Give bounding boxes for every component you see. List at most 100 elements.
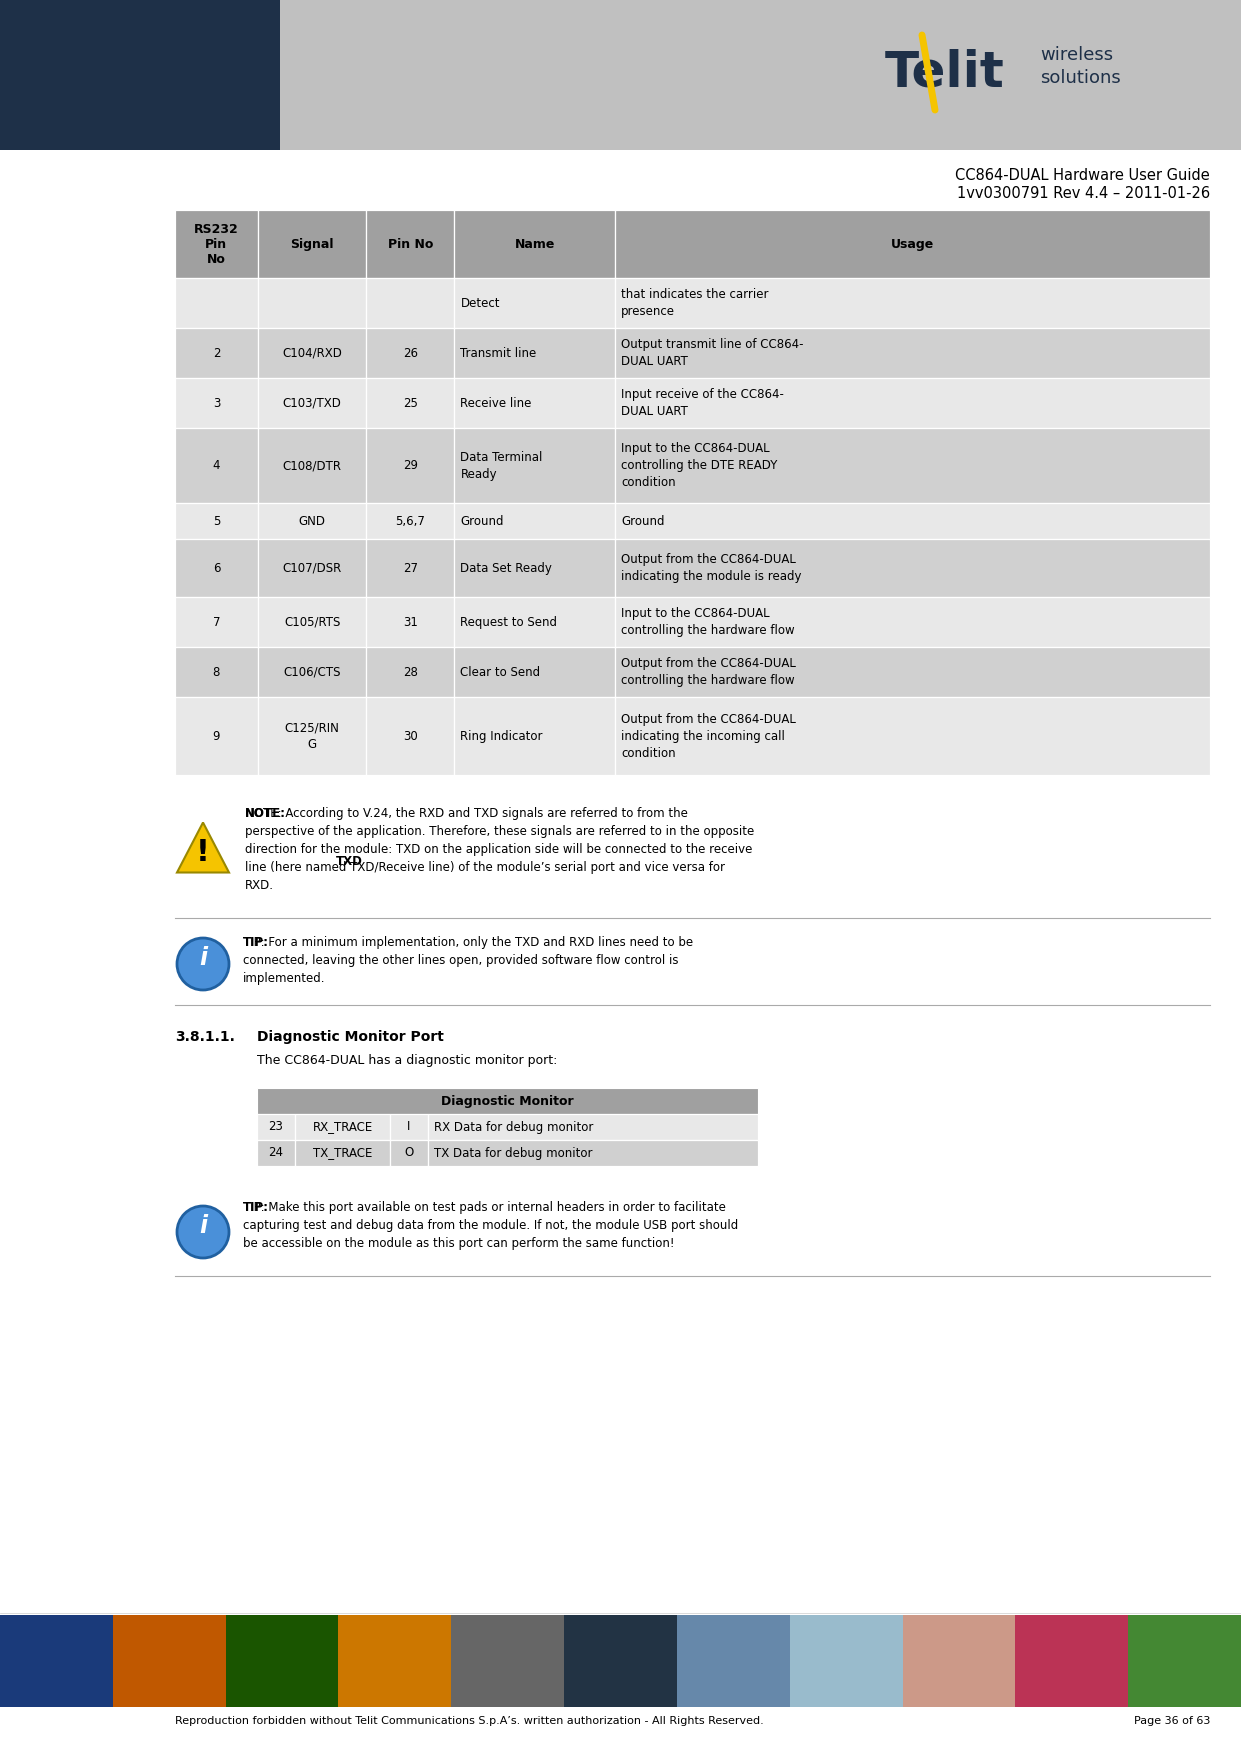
Text: TXD: TXD	[336, 855, 362, 869]
Text: i: i	[199, 946, 207, 971]
Bar	[454, 428, 614, 504]
Polygon shape	[177, 823, 230, 872]
Text: 28: 28	[403, 665, 418, 679]
Text: Receive line: Receive line	[460, 397, 532, 409]
Text: Input to the CC864-DUAL
controlling the DTE READY
condition: Input to the CC864-DUAL controlling the …	[620, 442, 777, 490]
Bar	[366, 539, 454, 597]
Text: 31: 31	[403, 616, 418, 628]
Text: 29: 29	[403, 460, 418, 472]
Text: 5: 5	[212, 514, 220, 528]
Text: Data Terminal
Ready: Data Terminal Ready	[460, 451, 542, 481]
Bar	[614, 328, 1210, 377]
Bar	[366, 428, 454, 504]
Text: C105/RTS: C105/RTS	[284, 616, 340, 628]
Text: Request to Send: Request to Send	[460, 616, 557, 628]
Bar	[454, 697, 614, 776]
Bar	[614, 377, 1210, 428]
Bar	[366, 648, 454, 697]
Bar	[175, 377, 258, 428]
Text: Output from the CC864-DUAL
indicating the module is ready: Output from the CC864-DUAL indicating th…	[620, 553, 802, 583]
Bar	[614, 648, 1210, 697]
Bar	[258, 597, 366, 648]
Bar	[258, 277, 366, 328]
Text: wireless: wireless	[1040, 46, 1113, 63]
Text: TIP: Make this port available on test pads or internal headers in order to facil: TIP: Make this port available on test pa…	[243, 1200, 738, 1250]
Bar	[257, 1141, 295, 1165]
Bar	[258, 377, 366, 428]
Bar	[454, 377, 614, 428]
Bar	[1128, 1615, 1241, 1708]
Text: 3.8.1.1.: 3.8.1.1.	[175, 1030, 235, 1044]
Bar	[614, 211, 1210, 277]
Bar	[452, 1615, 565, 1708]
Bar	[454, 328, 614, 377]
Text: Data Set Ready: Data Set Ready	[460, 562, 552, 574]
Bar	[295, 1141, 390, 1165]
Bar	[175, 697, 258, 776]
Bar	[175, 597, 258, 648]
Text: C107/DSR: C107/DSR	[283, 562, 341, 574]
Bar	[565, 1615, 678, 1708]
Text: TX_TRACE: TX_TRACE	[313, 1146, 372, 1160]
Bar	[257, 1088, 758, 1114]
Text: Diagnostic Monitor: Diagnostic Monitor	[442, 1095, 573, 1107]
Text: 9: 9	[212, 730, 220, 742]
Bar	[614, 697, 1210, 776]
Text: 30: 30	[403, 730, 418, 742]
Bar	[175, 648, 258, 697]
Bar	[902, 1615, 1016, 1708]
Circle shape	[177, 937, 230, 990]
Text: Ring Indicator: Ring Indicator	[460, 730, 544, 742]
Text: 6: 6	[212, 562, 220, 574]
Bar	[366, 277, 454, 328]
Text: The CC864-DUAL has a diagnostic monitor port:: The CC864-DUAL has a diagnostic monitor …	[257, 1055, 557, 1067]
Text: TIP: For a minimum implementation, only the TXD and RXD lines need to be
connect: TIP: For a minimum implementation, only …	[243, 935, 694, 985]
Bar	[390, 1141, 428, 1165]
Bar	[175, 277, 258, 328]
Text: Reproduction forbidden without Telit Communications S.p.A’s. written authorizati: Reproduction forbidden without Telit Com…	[175, 1716, 763, 1725]
Text: RX Data for debug monitor: RX Data for debug monitor	[434, 1120, 593, 1134]
Text: 2: 2	[212, 346, 220, 360]
Text: i: i	[199, 1214, 207, 1237]
Text: GND: GND	[299, 514, 325, 528]
Bar	[257, 1114, 295, 1141]
Text: 4: 4	[212, 460, 220, 472]
Bar	[614, 597, 1210, 648]
Text: Output transmit line of CC864-
DUAL UART: Output transmit line of CC864- DUAL UART	[620, 339, 803, 369]
Bar	[366, 504, 454, 539]
Bar	[454, 277, 614, 328]
Bar	[339, 1615, 452, 1708]
Text: TIP:: TIP:	[243, 935, 269, 949]
Text: 3: 3	[212, 397, 220, 409]
Bar	[0, 1615, 114, 1708]
Text: that indicates the carrier
presence: that indicates the carrier presence	[620, 288, 768, 318]
Text: RX_TRACE: RX_TRACE	[313, 1120, 372, 1134]
Bar	[258, 539, 366, 597]
Bar	[258, 648, 366, 697]
Text: C103/TXD: C103/TXD	[283, 397, 341, 409]
Text: O: O	[405, 1146, 413, 1160]
Bar	[454, 539, 614, 597]
Text: Pin No: Pin No	[387, 237, 433, 251]
Text: Clear to Send: Clear to Send	[460, 665, 541, 679]
Text: solutions: solutions	[1040, 68, 1121, 88]
Bar	[428, 1114, 758, 1141]
Text: 1vv0300791 Rev 4.4 – 2011-01-26: 1vv0300791 Rev 4.4 – 2011-01-26	[957, 186, 1210, 202]
Text: 24: 24	[268, 1146, 283, 1160]
Text: Signal: Signal	[290, 237, 334, 251]
Bar	[676, 1615, 791, 1708]
Bar	[614, 277, 1210, 328]
Circle shape	[177, 1206, 230, 1258]
Bar	[366, 597, 454, 648]
Text: 26: 26	[403, 346, 418, 360]
Text: Input to the CC864-DUAL
controlling the hardware flow: Input to the CC864-DUAL controlling the …	[620, 607, 794, 637]
Text: Detect: Detect	[460, 297, 500, 309]
Text: C106/CTS: C106/CTS	[283, 665, 341, 679]
Text: !: !	[196, 837, 210, 867]
Text: 25: 25	[403, 397, 418, 409]
Text: Output from the CC864-DUAL
controlling the hardware flow: Output from the CC864-DUAL controlling t…	[620, 656, 795, 686]
Bar	[366, 377, 454, 428]
Bar	[258, 211, 366, 277]
Bar	[258, 504, 366, 539]
Bar	[113, 1615, 227, 1708]
